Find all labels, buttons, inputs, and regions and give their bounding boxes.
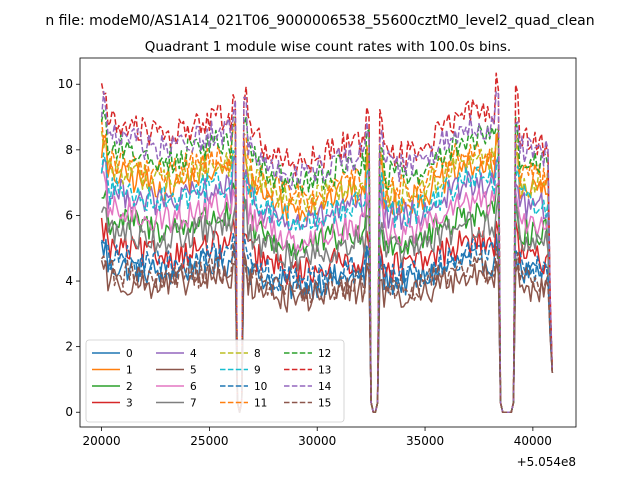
x-axis: 20000 25000 30000 35000 40000 xyxy=(82,427,552,448)
series-line-5 xyxy=(100,251,554,413)
series-group xyxy=(100,72,554,413)
x-offset-label: +5.054e8 xyxy=(517,455,576,469)
legend-box xyxy=(85,339,345,423)
chart-title: Quadrant 1 module wise count rates with … xyxy=(145,39,511,55)
x-tick-label: 30000 xyxy=(298,434,336,448)
series-line-7 xyxy=(100,193,554,413)
legend-label-6: 6 xyxy=(190,381,197,393)
legend-label-8: 8 xyxy=(254,348,261,360)
legend-label-15: 15 xyxy=(318,398,331,410)
y-tick-label: 8 xyxy=(65,143,73,157)
series-line-3 xyxy=(100,217,554,413)
x-tick-label: 40000 xyxy=(514,434,552,448)
series-line-6 xyxy=(101,170,554,413)
series-line-14 xyxy=(100,90,554,413)
legend-label-14: 14 xyxy=(318,381,332,393)
legend-label-9: 9 xyxy=(254,365,261,377)
figure-suptitle: n file: modeM0/AS1A14_021T06_9000006538_… xyxy=(45,13,594,29)
plot-frame xyxy=(79,57,577,428)
x-tick-label: 35000 xyxy=(406,434,444,448)
y-tick-label: 2 xyxy=(65,340,73,354)
legend-label-7: 7 xyxy=(190,398,197,410)
series-line-2 xyxy=(101,182,554,413)
y-tick-label: 0 xyxy=(65,405,73,419)
series-line-15 xyxy=(100,242,554,413)
legend-label-1: 1 xyxy=(126,365,133,377)
legend-label-11: 11 xyxy=(254,398,267,410)
x-tick-label: 20000 xyxy=(82,434,120,448)
legend-label-13: 13 xyxy=(318,365,331,377)
legend-label-12: 12 xyxy=(318,348,331,360)
y-tick-label: 10 xyxy=(58,77,73,91)
y-tick-label: 6 xyxy=(65,208,73,222)
legend-label-5: 5 xyxy=(190,365,197,377)
legend-label-2: 2 xyxy=(126,381,133,393)
series-line-4 xyxy=(100,153,554,413)
series-line-9 xyxy=(100,149,554,413)
legend-label-10: 10 xyxy=(254,381,267,393)
legend-label-0: 0 xyxy=(126,348,133,360)
legend-label-4: 4 xyxy=(190,348,197,360)
y-tick-label: 4 xyxy=(65,274,73,288)
x-tick-label: 25000 xyxy=(190,434,228,448)
y-axis: 0 2 4 6 8 10 xyxy=(58,77,80,419)
series-line-10 xyxy=(100,232,554,413)
legend-label-3: 3 xyxy=(126,398,133,410)
